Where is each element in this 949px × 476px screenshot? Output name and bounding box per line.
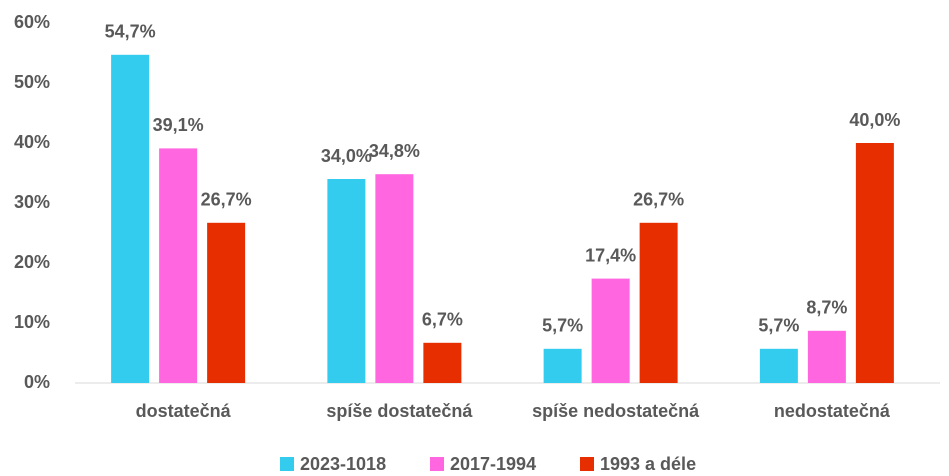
data-label: 39,1% [153,115,204,135]
data-label: 8,7% [806,298,847,318]
bar [111,54,150,384]
data-label: 26,7% [633,190,684,210]
bar [159,148,198,383]
legend-swatch [280,457,294,471]
bar [759,348,798,383]
data-label: 5,7% [758,316,799,336]
y-tick-label: 40% [14,132,50,152]
bar [375,174,414,383]
bar [207,222,246,383]
x-tick-label: spíše nedostatečná [532,401,700,421]
legend-swatch [580,457,594,471]
data-label: 17,4% [585,245,636,265]
data-label: 6,7% [422,310,463,330]
legend-swatch [430,457,444,471]
bar [807,330,846,383]
y-tick-label: 60% [14,12,50,32]
legend-label: 2017-1994 [450,454,536,474]
data-label: 54,7% [105,22,156,42]
bar [423,342,462,383]
data-label: 34,8% [369,141,420,161]
bar [327,179,366,383]
x-tick-label: nedostatečná [774,401,891,421]
data-label: 40,0% [849,110,900,130]
bar [591,278,630,383]
x-tick-label: dostatečná [136,401,232,421]
y-tick-label: 10% [14,312,50,332]
bar [855,143,894,383]
data-label: 26,7% [201,190,252,210]
y-tick-label: 50% [14,72,50,92]
data-label: 34,0% [321,146,372,166]
y-tick-label: 0% [24,372,50,392]
bar [543,348,582,383]
bar [639,222,678,383]
x-tick-label: spíše dostatečná [326,401,473,421]
legend-label: 1993 a déle [600,454,696,474]
data-label: 5,7% [542,316,583,336]
y-tick-label: 30% [14,192,50,212]
y-tick-label: 20% [14,252,50,272]
legend-label: 2023-1018 [300,454,386,474]
